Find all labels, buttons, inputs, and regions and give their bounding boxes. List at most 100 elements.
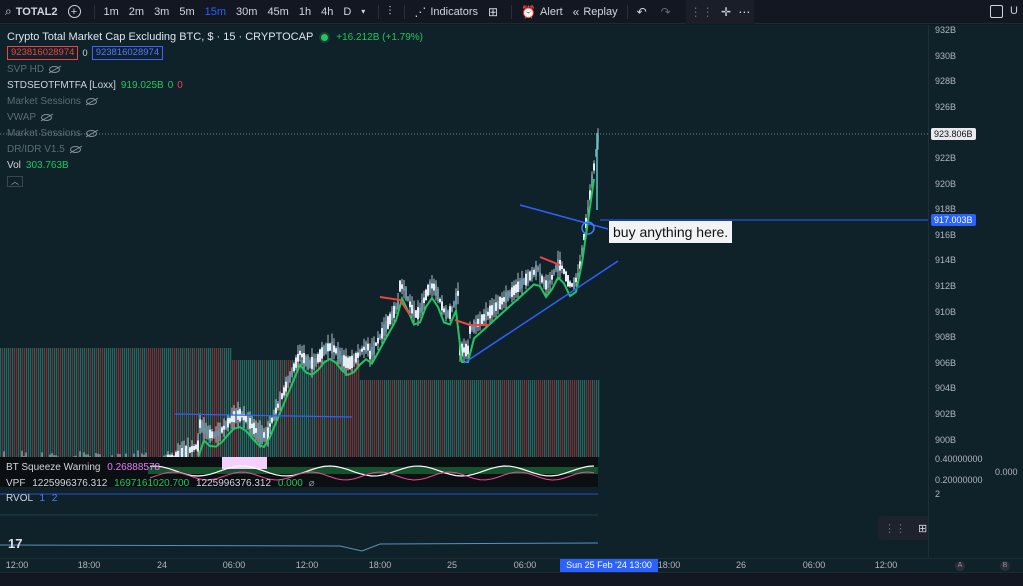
candle-body — [291, 369, 293, 375]
candle-body — [495, 302, 497, 311]
volume-bar — [170, 348, 172, 457]
indicator-row-market-sessions-2[interactable]: Market Sessions — [7, 125, 607, 141]
chart-pane[interactable] — [0, 25, 928, 558]
volume-bar — [84, 348, 86, 457]
volume-bar — [296, 360, 298, 457]
volume-bar — [128, 348, 130, 457]
interval-d[interactable]: D — [343, 5, 352, 18]
hidden-eye-icon[interactable] — [49, 65, 61, 73]
bottom-toolbar — [0, 572, 1023, 586]
time-tick: 12:00 — [5, 560, 29, 570]
crosshair-icon[interactable]: ✛ — [720, 5, 732, 19]
candle-body — [565, 271, 567, 282]
hidden-eye-icon[interactable] — [85, 97, 97, 105]
indicator-row-vol[interactable]: Vol 303.763B — [7, 157, 607, 173]
candle-body — [363, 346, 365, 350]
price-chart-canvas[interactable] — [0, 25, 928, 558]
buy-price-button[interactable]: 923816028974 — [91, 46, 164, 60]
interval-30m[interactable]: 30m — [236, 5, 258, 18]
candle-body — [431, 283, 433, 289]
squeeze-legend[interactable]: BT Squeeze Warning 0.26888578 — [6, 462, 160, 473]
redo-button[interactable]: ↷ — [656, 0, 680, 24]
candle-body — [387, 316, 389, 329]
undo-button[interactable]: ↶ — [632, 0, 656, 24]
sub-tick: 0.20000000 — [935, 475, 983, 485]
sell-price-button[interactable]: 923816028974 — [7, 46, 79, 60]
hidden-eye-icon[interactable] — [85, 129, 97, 137]
candle-body — [293, 363, 295, 372]
compare-symbol-button[interactable]: + — [63, 0, 90, 24]
volume-bar — [460, 380, 462, 457]
interval-5m[interactable]: 5m — [179, 5, 195, 18]
hidden-eye-icon[interactable] — [69, 145, 81, 153]
hidden-eye-icon[interactable] — [41, 113, 53, 121]
interval-45m[interactable]: 45m — [267, 5, 289, 18]
indicator-row-vwap[interactable]: VWAP — [7, 109, 607, 125]
volume-bar — [68, 348, 70, 457]
legend-title-row: Crypto Total Market Cap Excluding BTC, $… — [7, 29, 607, 45]
candle-body — [219, 428, 221, 436]
tradingview-logo[interactable]: 17 — [8, 536, 23, 551]
grid-icon: ⊞ — [488, 4, 499, 19]
time-axis[interactable]: 12:00 18:00 24 06:00 12:00 18:00 25 06:00 18:00 2… — [0, 558, 1023, 572]
candle-body — [587, 207, 589, 211]
candle-body — [415, 310, 417, 318]
volume-bar — [106, 348, 108, 457]
text-annotation[interactable]: buy anything here. — [609, 221, 733, 243]
indicator-row-stdse[interactable]: STDSEOTFMTFA [Loxx] 919.025B 0 0 — [7, 77, 607, 93]
volume-bar — [332, 360, 334, 457]
interval-1h[interactable]: 1h — [298, 5, 312, 18]
interval-15m[interactable]: 15m — [204, 5, 227, 18]
price-tick: 928B — [935, 76, 957, 87]
volume-bar — [474, 380, 476, 457]
indicator-row-dr-idr[interactable]: DR/IDR V1.5 — [7, 141, 607, 157]
price-tick: 922B — [935, 153, 957, 163]
vpf-value-4: 0.000 — [277, 478, 303, 489]
candle-body — [557, 259, 559, 272]
volume-bar — [196, 348, 198, 457]
volume-bar — [74, 348, 76, 457]
volume-bar — [270, 360, 272, 457]
indicator-row-svp[interactable]: SVP HD — [7, 61, 607, 77]
volume-bar — [380, 380, 382, 457]
volume-bar — [408, 380, 410, 457]
volume-bar — [426, 380, 428, 457]
interval-dropdown-button[interactable]: ▾ — [356, 0, 374, 24]
interval-3m[interactable]: 3m — [154, 5, 170, 18]
link-icon[interactable]: ⌀ — [308, 478, 315, 489]
rvol-legend[interactable]: RVOL 1 2 — [6, 493, 57, 504]
auto-scale-button[interactable]: A — [955, 561, 965, 571]
templates-icon[interactable]: ⊞ — [918, 522, 928, 535]
more-horizontal-icon[interactable]: ⋯ — [738, 5, 751, 19]
volume-bar — [304, 360, 306, 457]
price-tick: 926B — [935, 101, 957, 112]
candle-body — [335, 348, 337, 354]
volume-bar — [186, 348, 188, 457]
drag-handle-icon[interactable]: ⋮⋮ — [689, 5, 714, 19]
indicators-button[interactable]: ⋰ Indicators — [409, 0, 483, 24]
volume-bar — [316, 360, 318, 457]
volume-bar — [264, 360, 266, 457]
volume-bar — [184, 348, 186, 457]
layouts-button[interactable]: ⊞ — [483, 0, 507, 24]
interval-1m[interactable]: 1m — [103, 5, 119, 18]
vpf-legend[interactable]: VPF 1225996376.312 1697161020.700 122599… — [6, 478, 315, 489]
interval-2m[interactable]: 2m — [128, 5, 145, 18]
volume-bar — [100, 348, 102, 457]
volume-bar — [48, 348, 50, 457]
alert-button[interactable]: ⏰ Alert — [516, 0, 568, 24]
volume-bar — [30, 348, 32, 457]
chart-type-button[interactable]: ⫶ — [383, 0, 400, 24]
volume-bar — [302, 360, 304, 457]
indicator-row-market-sessions[interactable]: Market Sessions — [7, 93, 607, 109]
fullscreen-checkbox[interactable] — [990, 5, 1003, 18]
price-axis[interactable]: 932B930B928B926B924B922B920B918B916B914B… — [928, 25, 1023, 558]
drag-handle-icon[interactable]: ⋮⋮ — [884, 522, 906, 535]
replay-button[interactable]: « Replay — [568, 0, 623, 24]
collapse-legend-button[interactable]: ︿ — [7, 176, 23, 187]
candle-body — [245, 415, 247, 422]
plus-circle-icon: + — [67, 5, 81, 18]
interval-4h[interactable]: 4h — [321, 5, 334, 18]
symbol-search-button[interactable]: ⌕ TOTAL2 — [0, 0, 63, 24]
log-scale-button[interactable]: B — [1000, 561, 1010, 571]
